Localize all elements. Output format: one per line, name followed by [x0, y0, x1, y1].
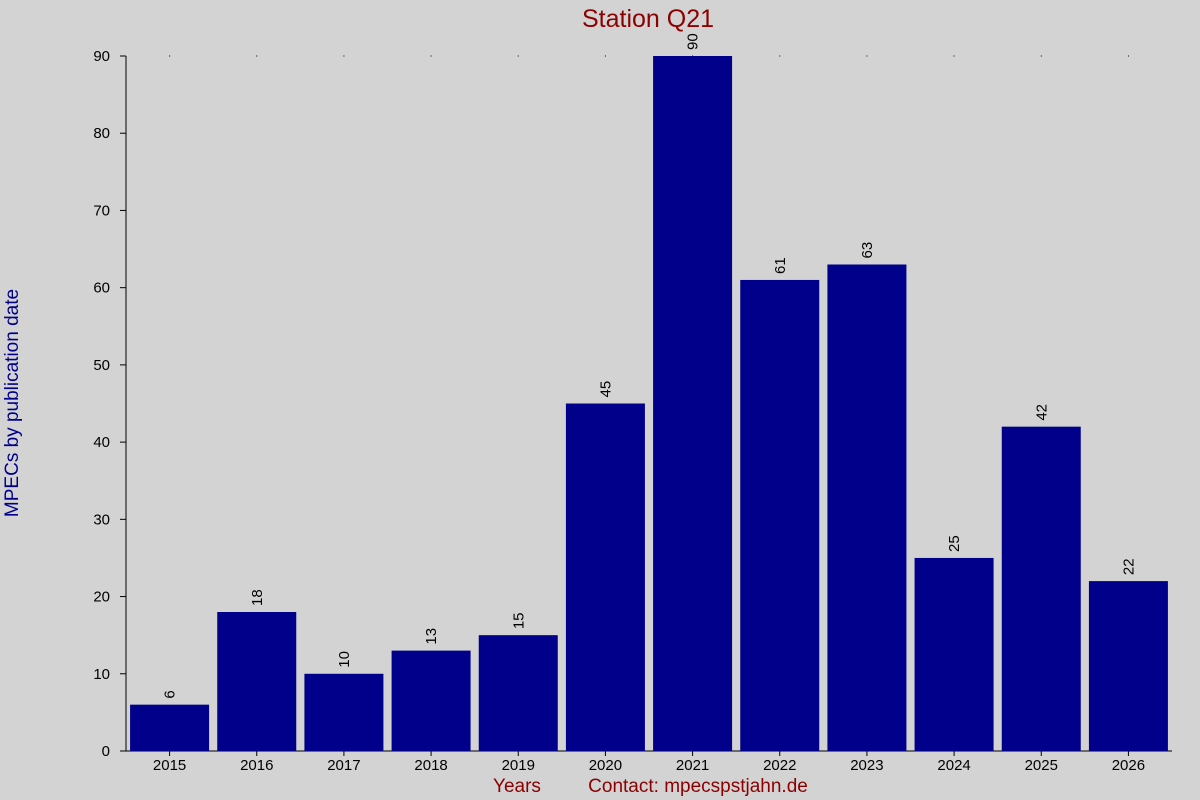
x-tick-label: 2020 [589, 757, 622, 774]
data-label-2020: 45 [597, 381, 614, 398]
y-tick-label: 70 [93, 202, 110, 219]
y-tick-label: 20 [93, 589, 110, 606]
bar-2026 [1088, 581, 1168, 751]
y-tick-label: 60 [93, 280, 110, 297]
y-tick-label: 80 [93, 125, 110, 142]
y-tick-label: 40 [93, 434, 110, 451]
x-tick-label: 2021 [676, 757, 709, 774]
y-tick-label: 10 [93, 666, 110, 683]
x-tick-label: 2018 [414, 757, 447, 774]
x-tick-label: 2026 [1112, 757, 1145, 774]
bar-2015 [130, 704, 210, 751]
data-label-2024: 25 [946, 535, 963, 552]
data-label-2017: 10 [336, 651, 353, 668]
data-label-2023: 63 [859, 242, 876, 259]
data-label-2021: 90 [685, 33, 702, 50]
x-tick-label: 2016 [240, 757, 273, 774]
contact-footer: Contact: mpecsрstjahn.de [588, 776, 808, 797]
data-label-2015: 6 [162, 690, 179, 698]
x-tick-label: 2015 [153, 757, 186, 774]
x-tick-label: 2024 [937, 757, 970, 774]
x-tick-label: 2023 [850, 757, 883, 774]
y-tick-label: 30 [93, 511, 110, 528]
bar-2020 [565, 403, 645, 751]
bar-2022 [740, 279, 820, 751]
bar-2025 [1001, 426, 1081, 751]
x-tick-label: 2025 [1025, 757, 1058, 774]
x-axis-label: Years [493, 776, 541, 797]
chart-title: Station Q21 [582, 5, 714, 33]
bar-2019 [478, 635, 558, 751]
data-label-2025: 42 [1033, 404, 1050, 421]
plot-area: 0 10 20 30 40 50 60 70 80 90 6 2015 18 2016 10 2017 13 20… [93, 33, 1172, 774]
y-tick-label: 50 [93, 357, 110, 374]
data-label-2019: 15 [510, 612, 527, 629]
data-label-2016: 18 [249, 589, 266, 606]
bar-2016 [217, 612, 297, 751]
bar-2023 [827, 264, 907, 751]
x-tick-label: 2017 [327, 757, 360, 774]
y-tick-label: 90 [93, 48, 110, 65]
x-tick-label: 2019 [502, 757, 535, 774]
bar-2017 [304, 673, 384, 751]
x-tick-label: 2022 [763, 757, 796, 774]
y-axis-label: MPECs by publication date [2, 289, 23, 517]
bar-2018 [391, 650, 471, 751]
bar-2021 [653, 56, 733, 751]
data-label-2026: 22 [1120, 558, 1137, 575]
bar-2024 [914, 557, 994, 751]
data-label-2018: 13 [423, 628, 440, 645]
y-tick-label: 0 [102, 743, 110, 760]
data-label-2022: 61 [772, 257, 789, 274]
